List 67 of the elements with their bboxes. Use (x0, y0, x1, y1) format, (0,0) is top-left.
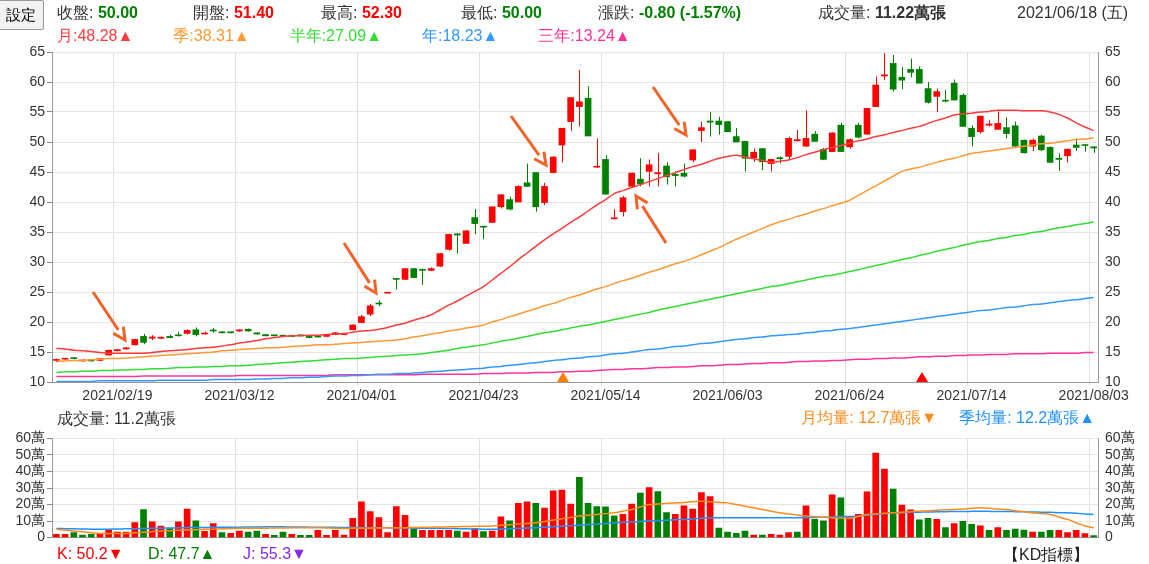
text: 漲跌: -0.80 (-1.57%) (598, 3, 742, 23)
y-tick-label: 50萬 (15, 445, 45, 462)
y2-tick-label: 0 (1105, 528, 1113, 545)
text: 2021/06/18 (五) (1017, 3, 1129, 23)
x-tick-label: 2021/04/23 (448, 387, 519, 404)
y2-tick-label: 40 (1105, 192, 1121, 209)
x-tick-label: 2021/08/03 (1058, 387, 1129, 404)
y2-tick-label: 65 (1105, 42, 1121, 59)
text: 開盤: 51.40 (193, 3, 274, 23)
y-tick-label: 35 (29, 222, 46, 239)
text: K: 50.2▼ (57, 545, 124, 563)
text: 最低: 50.00 (461, 3, 542, 23)
y-tick-label: 40萬 (15, 462, 45, 479)
y2-tick-label: 60萬 (1105, 429, 1135, 446)
y-tick-label: 45 (29, 162, 46, 179)
y2-tick-label: 35 (1105, 222, 1121, 239)
x-tick-label: 2021/05/14 (570, 387, 641, 404)
text: 三年:13.24▲ (538, 26, 631, 46)
y2-tick-label: 50 (1105, 132, 1121, 149)
y-tick-label: 50 (29, 132, 46, 149)
text: 季:38.31▲ (173, 26, 250, 46)
x-tick-label: 2021/06/24 (814, 387, 885, 404)
y-tick-label: 30萬 (15, 478, 45, 495)
y-tick-label: 20萬 (15, 495, 45, 512)
text: 季均量: 12.2萬張▲ (959, 408, 1095, 428)
y2-tick-label: 30 (1105, 252, 1121, 269)
text: 最高: 52.30 (321, 3, 402, 23)
x-tick-label: 2021/07/14 (936, 387, 1007, 404)
y-tick-label: 15 (29, 342, 46, 359)
y-tick-label: 10萬 (15, 511, 45, 528)
y2-tick-label: 45 (1105, 162, 1121, 179)
text: 月均量: 12.7萬張▼ (801, 408, 938, 428)
y2-tick-label: 10 (1105, 372, 1121, 389)
x-tick-label: 2021/02/19 (82, 387, 153, 404)
y2-tick-label: 50萬 (1105, 445, 1135, 462)
chart-title: 成交量: 11.2萬張 (57, 409, 176, 429)
text: 年:18.23▲ (421, 26, 499, 46)
text: J: 55.3▼ (243, 545, 307, 563)
text: 設定 (0, 0, 44, 30)
y-tick-label: 65 (29, 42, 46, 59)
y2-tick-label: 55 (1105, 102, 1121, 119)
y-tick-label: 0 (37, 528, 46, 545)
y2-tick-label: 20萬 (1105, 495, 1135, 512)
y2-tick-label: 15 (1105, 342, 1121, 359)
y-tick-label: 30 (29, 252, 46, 269)
text: 【KD指標】 (1003, 545, 1090, 564)
text: 收盤: 50.00 (57, 3, 138, 23)
y2-tick-label: 40萬 (1105, 462, 1135, 479)
text: 成交量: 11.22萬張 (818, 3, 947, 23)
y-tick-label: 20 (29, 312, 46, 329)
y2-tick-label: 20 (1105, 312, 1121, 329)
y-tick-label: 60 (29, 72, 46, 89)
text: 月:48.28▲ (57, 26, 134, 46)
y2-tick-label: 10萬 (1105, 511, 1135, 528)
y2-tick-label: 30萬 (1105, 478, 1135, 495)
y-tick-label: 25 (29, 282, 46, 299)
y-tick-label: 40 (29, 192, 46, 209)
text: 半年:27.09▲ (289, 26, 382, 46)
y-tick-label: 60萬 (15, 429, 45, 446)
text: D: 47.7▲ (148, 545, 216, 563)
x-tick-label: 2021/04/01 (326, 387, 397, 404)
y-tick-label: 55 (29, 102, 46, 119)
y2-tick-label: 60 (1105, 72, 1121, 89)
x-tick-label: 2021/06/03 (692, 387, 763, 404)
y2-tick-label: 25 (1105, 282, 1121, 299)
y-tick-label: 10 (29, 372, 46, 389)
x-tick-label: 2021/03/12 (204, 387, 275, 404)
